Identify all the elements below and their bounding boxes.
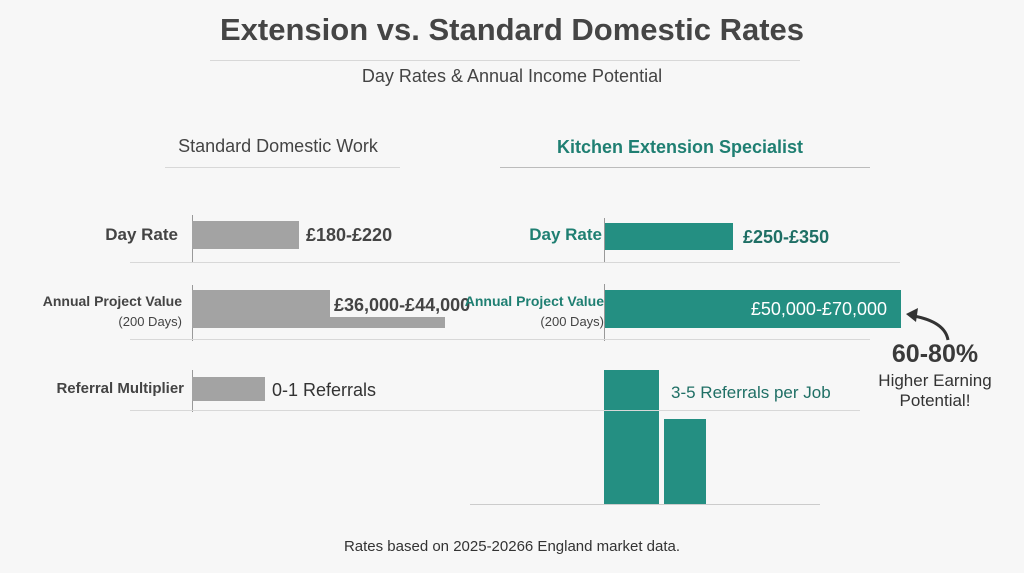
standard-annual-bar-high [192,317,445,328]
specialist-referral-bar-high [604,370,659,504]
gridline [130,339,510,340]
specialist-annual-label: Annual Project Value [464,293,604,309]
standard-section-header: Standard Domestic Work [178,136,378,156]
specialist-annual-value: £50,000-£70,000 [750,299,887,319]
standard-day-rate-bar [192,221,299,249]
specialist-day-rate-bar [605,223,733,250]
gridline [130,410,510,411]
footer-note: Rates based on 2025-20266 England market… [343,538,681,555]
chart-title: Extension vs. Standard Domestic Rates [219,12,805,47]
specialist-day-rate-label: Day Rate [529,225,602,244]
specialist-referral-value: 3-5 Referrals per Job [671,383,831,402]
standard-annual-sublabel: (200 Days) [118,314,182,329]
specialist-axis [604,284,605,341]
chart-subtitle: Day Rates & Annual Income Potential [361,66,663,86]
annotation-text: Higher Earning Potential! [850,371,1020,411]
curved-arrow-icon [906,308,950,341]
specialist-axis [604,218,605,263]
standard-annual-label: Annual Project Value [42,293,182,309]
standard-header-divider [165,167,400,168]
standard-referral-label: Referral Multiplier [56,380,184,397]
gridline [130,262,510,263]
annotation-line-2: Potential! [899,391,971,410]
specialist-header-divider [500,167,870,168]
specialist-section-header: Kitchen Extension Specialist [556,137,804,157]
gridline [470,262,900,263]
standard-referral-bar [192,377,265,401]
title-divider [210,60,800,61]
annotation-percentage: 60-80% [891,340,979,368]
baseline [470,504,820,505]
standard-referral-value: 0-1 Referrals [272,380,377,400]
specialist-referral-bar-low [664,419,706,504]
specialist-day-rate-value: £250-£350 [743,227,830,247]
standard-day-rate-label: Day Rate [105,225,178,244]
specialist-annual-bar [605,290,901,328]
annotation-line-1: Higher Earning [878,371,992,390]
specialist-annual-sublabel: (200 Days) [540,314,604,329]
gridline [470,410,860,411]
gridline [470,339,870,340]
standard-annual-value: £36,000-£44,000 [334,295,471,315]
standard-day-rate-value: £180-£220 [306,225,393,245]
